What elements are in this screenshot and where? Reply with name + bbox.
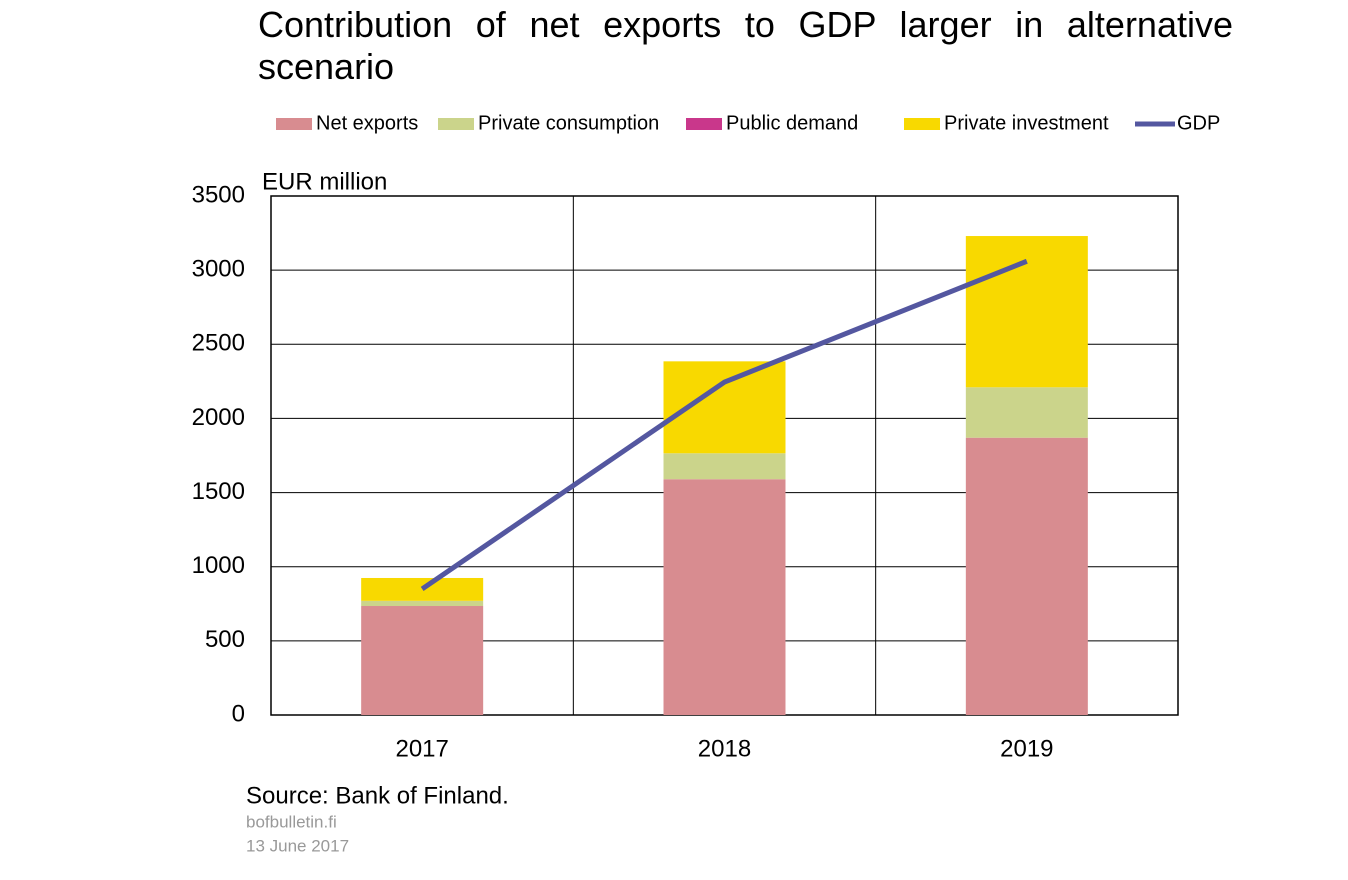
y-tick-label: 2000: [192, 404, 245, 431]
line-series: [420, 258, 1028, 592]
bar-segment: [965, 437, 1088, 715]
legend-swatch: [438, 118, 474, 130]
x-tick-label: 2019: [1000, 735, 1053, 762]
y-tick-label: 1500: [192, 478, 245, 505]
y-tick-label: 3000: [192, 255, 245, 282]
bar-segment: [361, 577, 484, 601]
legend-swatch: [276, 118, 312, 130]
x-tick-label: 2018: [698, 735, 751, 762]
legend-swatch: [904, 118, 940, 130]
bar-segment: [663, 479, 786, 715]
bar-segment: [965, 236, 1088, 388]
legend-label: GDP: [1177, 112, 1220, 134]
date: 13 June 2017: [246, 836, 349, 855]
y-tick-label: 0: [232, 700, 245, 727]
chart-title: Contribution of net exports to GDP large…: [258, 4, 1233, 87]
legend-label: Private investment: [944, 112, 1109, 134]
x-tick-label: 2017: [395, 735, 448, 762]
legend-label: Public demand: [726, 112, 858, 134]
site: bofbulletin.fi: [246, 812, 337, 831]
y-tick-label: 3500: [192, 181, 245, 208]
y-tick-label: 500: [205, 626, 245, 653]
bar-segment: [663, 453, 786, 480]
bar-segment: [361, 600, 484, 607]
bar-segment: [965, 387, 1088, 438]
legend-swatch: [686, 118, 722, 130]
legend-label: Private consumption: [478, 112, 659, 134]
bar-segment: [361, 606, 484, 715]
y-tick-label: 1000: [192, 552, 245, 579]
bar-segment: [663, 361, 786, 454]
y-tick-label: 2500: [192, 330, 245, 357]
y-axis-label: EUR million: [262, 168, 387, 195]
source: Source: Bank of Finland.: [246, 782, 509, 809]
legend-label: Net exports: [316, 112, 418, 134]
